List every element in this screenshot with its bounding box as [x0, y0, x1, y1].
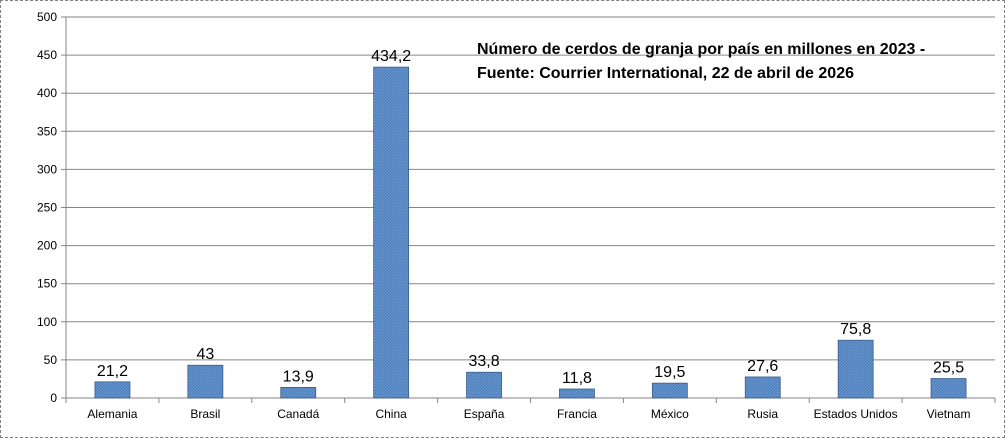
y-tick-label: 450: [37, 48, 57, 62]
data-label: 11,8: [562, 370, 592, 387]
y-tick-label: 500: [37, 10, 57, 24]
data-label: 27,6: [747, 358, 778, 375]
bar-alemania: [94, 381, 131, 399]
gridlines: [66, 16, 995, 361]
bar-francia: [559, 388, 595, 399]
x-category-label: China: [375, 407, 407, 421]
x-category-label: Brasil: [190, 407, 220, 421]
data-label: 19,5: [654, 364, 685, 381]
bar-china: [373, 66, 410, 399]
data-label: 13,9: [283, 368, 314, 385]
data-label: 43: [196, 346, 214, 363]
chart-title: Número de cerdos de granja por país en m…: [477, 41, 925, 82]
labels: 0 50 100 150 200 250 300 350 400 450 500 21,2 Aleman…: [37, 10, 970, 421]
y-tick-label: 0: [50, 391, 57, 405]
bar-canadá: [280, 387, 317, 399]
bar-españa: [466, 371, 502, 399]
x-category-label: Canadá: [277, 407, 319, 421]
chart-title-line-1: Número de cerdos de granja por país en m…: [477, 41, 925, 58]
chart-title-line-2: Fuente: Courrier International, 22 de ab…: [477, 65, 854, 82]
y-tick-label: 50: [44, 353, 58, 367]
x-category-label: Alemania: [87, 407, 137, 421]
y-tick-label: 350: [37, 124, 57, 138]
x-category-label: México: [651, 407, 689, 421]
y-tick-label: 250: [37, 201, 57, 215]
y-tick-label: 300: [37, 162, 57, 176]
x-category-label: Francia: [557, 407, 597, 421]
data-label: 25,5: [933, 360, 964, 377]
y-tick-label: 150: [37, 277, 57, 291]
x-category-label: España: [464, 407, 505, 421]
y-tick-label: 400: [37, 86, 57, 100]
bar-estados-unidos: [837, 339, 874, 399]
bar-rusia: [744, 376, 781, 399]
bar-brasil: [187, 364, 224, 399]
y-tick-label: 100: [37, 315, 57, 329]
x-category-label: Vietnam: [927, 407, 971, 421]
bars: [94, 66, 967, 399]
bar-méxico: [651, 382, 688, 399]
data-label: 75,8: [840, 321, 871, 338]
y-tick-label: 200: [37, 239, 57, 253]
data-label: 33,8: [468, 353, 499, 370]
data-label: 21,2: [97, 363, 128, 380]
x-category-label: Rusia: [747, 407, 778, 421]
bar-vietnam: [930, 378, 967, 399]
data-label: 434,2: [371, 48, 411, 65]
x-category-label: Estados Unidos: [814, 407, 898, 421]
